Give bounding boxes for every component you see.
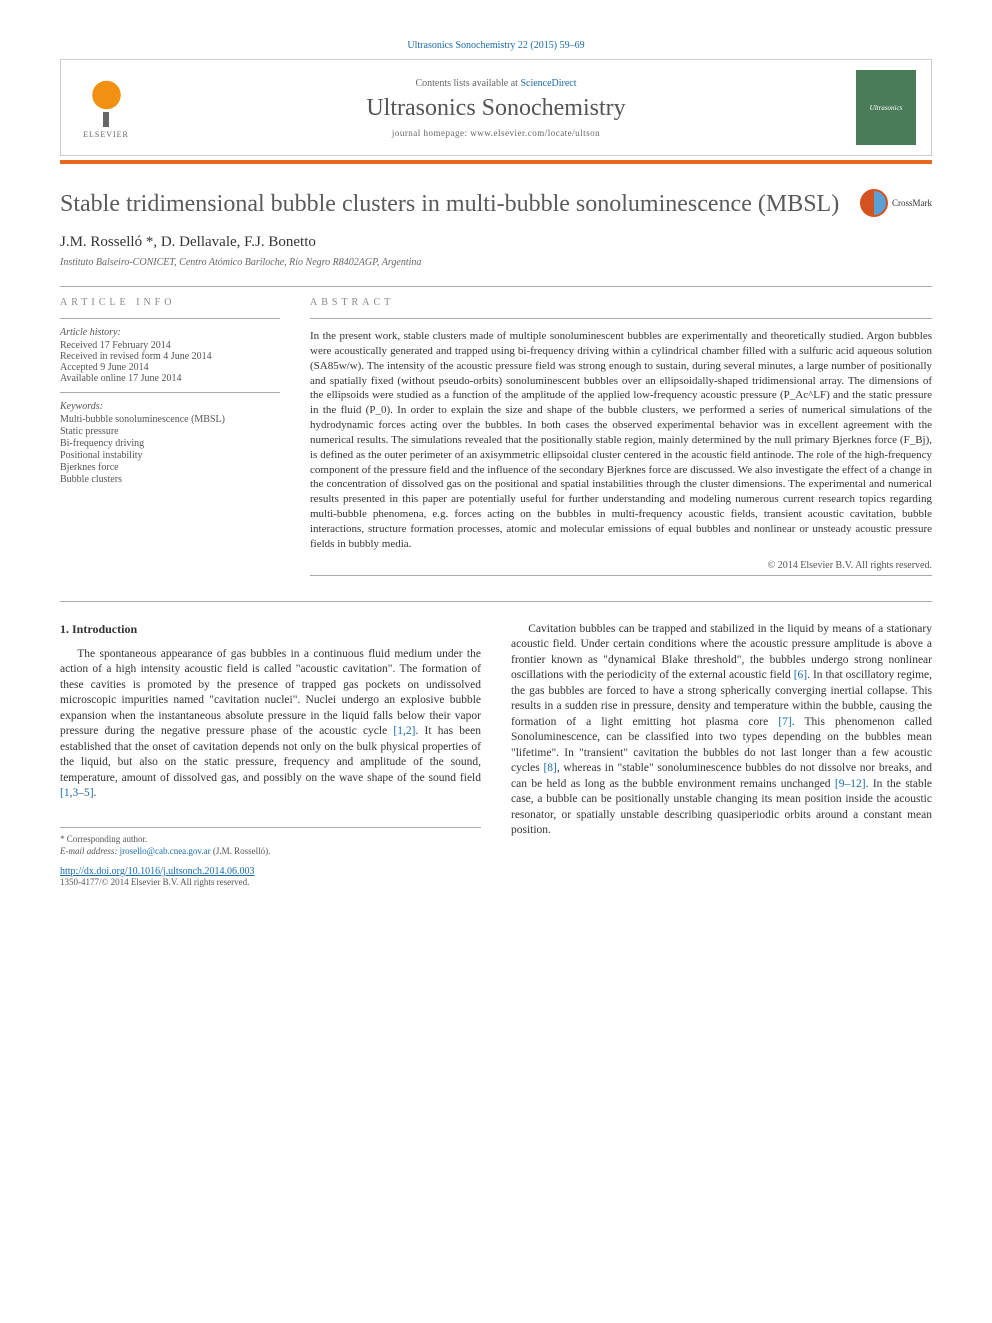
article-title: Stable tridimensional bubble clusters in… (60, 189, 845, 219)
header-center: Contents lists available at ScienceDirec… (151, 78, 841, 138)
homepage-prefix: journal homepage: (392, 128, 470, 138)
abstract-copyright: © 2014 Elsevier B.V. All rights reserved… (310, 560, 932, 571)
divider (60, 286, 932, 287)
abstract-text: In the present work, stable clusters mad… (310, 329, 932, 552)
keyword: Bi-frequency driving (60, 438, 280, 449)
history-item: Available online 17 June 2014 (60, 373, 280, 384)
email-label: E-mail address: (60, 846, 120, 856)
homepage-line: journal homepage: www.elsevier.com/locat… (151, 128, 841, 138)
corresponding-author: * Corresponding author. (60, 834, 481, 844)
journal-cover-thumb[interactable]: Ultrasonics (856, 70, 916, 145)
info-abstract-row: ARTICLE INFO Article history: Received 1… (60, 297, 932, 576)
ref-link[interactable]: [1,2] (393, 725, 415, 737)
article-info-label: ARTICLE INFO (60, 297, 280, 308)
keywords-label: Keywords: (60, 401, 280, 412)
keyword: Bubble clusters (60, 474, 280, 485)
body-columns: 1. Introduction The spontaneous appearan… (60, 622, 932, 887)
abstract-label: ABSTRACT (310, 297, 932, 308)
keyword: Multi-bubble sonoluminescence (MBSL) (60, 414, 280, 425)
corresponding-author-block: * Corresponding author. E-mail address: … (60, 827, 481, 887)
ref-link[interactable]: [6] (794, 669, 807, 681)
elsevier-text: ELSEVIER (83, 130, 129, 139)
intro-para-1: The spontaneous appearance of gas bubble… (60, 647, 481, 802)
keyword: Positional instability (60, 450, 280, 461)
ref-link[interactable]: [7] (778, 716, 791, 728)
text-run: The spontaneous appearance of gas bubble… (60, 648, 481, 738)
crossmark-badge[interactable]: CrossMark (860, 189, 932, 217)
crossmark-icon (860, 189, 888, 217)
contents-list-line: Contents lists available at ScienceDirec… (151, 78, 841, 89)
issn-line: 1350-4177/© 2014 Elsevier B.V. All right… (60, 877, 481, 887)
history-label: Article history: (60, 327, 280, 338)
contents-prefix: Contents lists available at (415, 78, 520, 89)
keyword: Bjerknes force (60, 462, 280, 473)
text-run: . (94, 787, 97, 799)
journal-header: ELSEVIER Contents lists available at Sci… (60, 59, 932, 156)
homepage-url[interactable]: www.elsevier.com/locate/ultson (470, 128, 600, 138)
page: Ultrasonics Sonochemistry 22 (2015) 59–6… (0, 0, 992, 927)
accent-bar (60, 160, 932, 164)
intro-para-2: Cavitation bubbles can be trapped and st… (511, 622, 932, 839)
ref-link[interactable]: [8] (543, 762, 556, 774)
left-column: 1. Introduction The spontaneous appearan… (60, 622, 481, 887)
email-suffix: (J.M. Rosselló). (211, 846, 271, 856)
journal-name: Ultrasonics Sonochemistry (151, 95, 841, 122)
history-item: Received in revised form 4 June 2014 (60, 351, 280, 362)
section-heading-intro: 1. Introduction (60, 622, 481, 637)
history-item: Received 17 February 2014 (60, 340, 280, 351)
keywords-list: Multi-bubble sonoluminescence (MBSL) Sta… (60, 414, 280, 485)
doi-link[interactable]: http://dx.doi.org/10.1016/j.ultsonch.201… (60, 866, 255, 877)
elsevier-tree-icon (84, 77, 129, 122)
elsevier-logo[interactable]: ELSEVIER (76, 73, 136, 143)
crossmark-label: CrossMark (892, 198, 932, 208)
doi-line: http://dx.doi.org/10.1016/j.ultsonch.201… (60, 866, 481, 877)
citation-line: Ultrasonics Sonochemistry 22 (2015) 59–6… (60, 40, 932, 51)
affiliation: Instituto Balseiro-CONICET, Centro Atómi… (60, 257, 932, 268)
ref-link[interactable]: [1,3–5] (60, 787, 94, 799)
article-info: ARTICLE INFO Article history: Received 1… (60, 297, 280, 576)
right-column: Cavitation bubbles can be trapped and st… (511, 622, 932, 887)
sciencedirect-link[interactable]: ScienceDirect (520, 78, 576, 89)
title-row: Stable tridimensional bubble clusters in… (60, 189, 932, 219)
abstract: ABSTRACT In the present work, stable clu… (310, 297, 932, 576)
email-line: E-mail address: jrosello@cab.cnea.gov.ar… (60, 846, 481, 856)
authors: J.M. Rosselló *, D. Dellavale, F.J. Bone… (60, 234, 932, 251)
history-item: Accepted 9 June 2014 (60, 362, 280, 373)
keyword: Static pressure (60, 426, 280, 437)
body-divider (60, 601, 932, 602)
ref-link[interactable]: [9–12] (835, 778, 866, 790)
email-link[interactable]: jrosello@cab.cnea.gov.ar (120, 846, 211, 856)
